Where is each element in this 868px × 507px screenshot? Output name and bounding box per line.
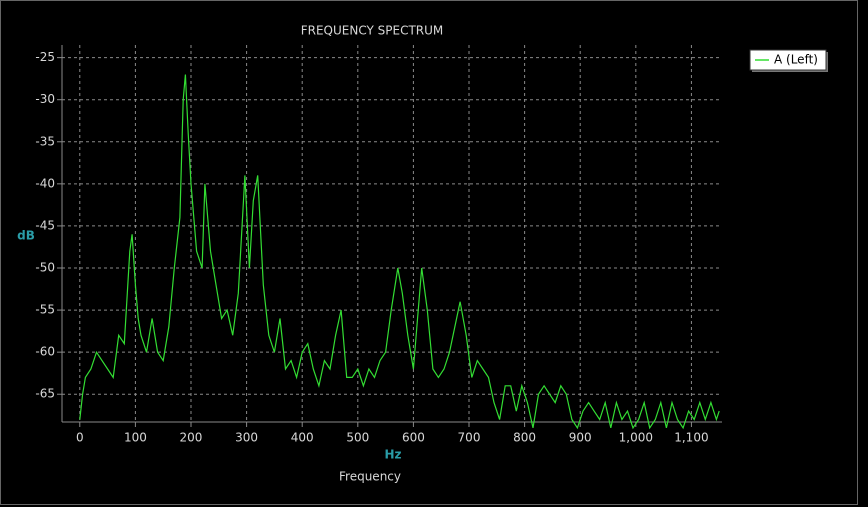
x-tick-label: 1,000: [619, 431, 653, 445]
x-tick-label: 500: [346, 431, 369, 445]
x-tick-label: 0: [76, 431, 84, 445]
y-axis-label: dB: [17, 229, 35, 243]
y-tick-label: -55: [35, 303, 55, 317]
series-line: [79, 74, 720, 430]
x-tick-label: 100: [124, 431, 147, 445]
x-axis-label: Hz: [384, 448, 401, 462]
x-tick-label: 800: [513, 431, 536, 445]
x-tick-label: 1,100: [674, 431, 708, 445]
x-tick-label: 200: [180, 431, 203, 445]
x-axis-sublabel: Frequency: [339, 470, 401, 484]
y-tick-label: -40: [35, 176, 55, 190]
y-tick-label: -60: [35, 345, 55, 359]
y-tick-label: -25: [35, 50, 55, 64]
x-tick-label: 300: [235, 431, 258, 445]
x-tick-label: 400: [291, 431, 314, 445]
y-tick-label: -30: [35, 92, 55, 106]
x-tick-label: 700: [458, 431, 481, 445]
y-tick-label: -45: [35, 218, 55, 232]
x-tick-label: 900: [569, 431, 592, 445]
x-tick-label: 600: [402, 431, 425, 445]
y-tick-label: -50: [35, 261, 55, 275]
y-tick-label: -65: [35, 387, 55, 401]
legend-box: [749, 49, 827, 71]
y-tick-label: -35: [35, 134, 55, 148]
chart-title: FREQUENCY SPECTRUM: [301, 24, 444, 38]
legend-label: A (Left): [774, 53, 818, 67]
